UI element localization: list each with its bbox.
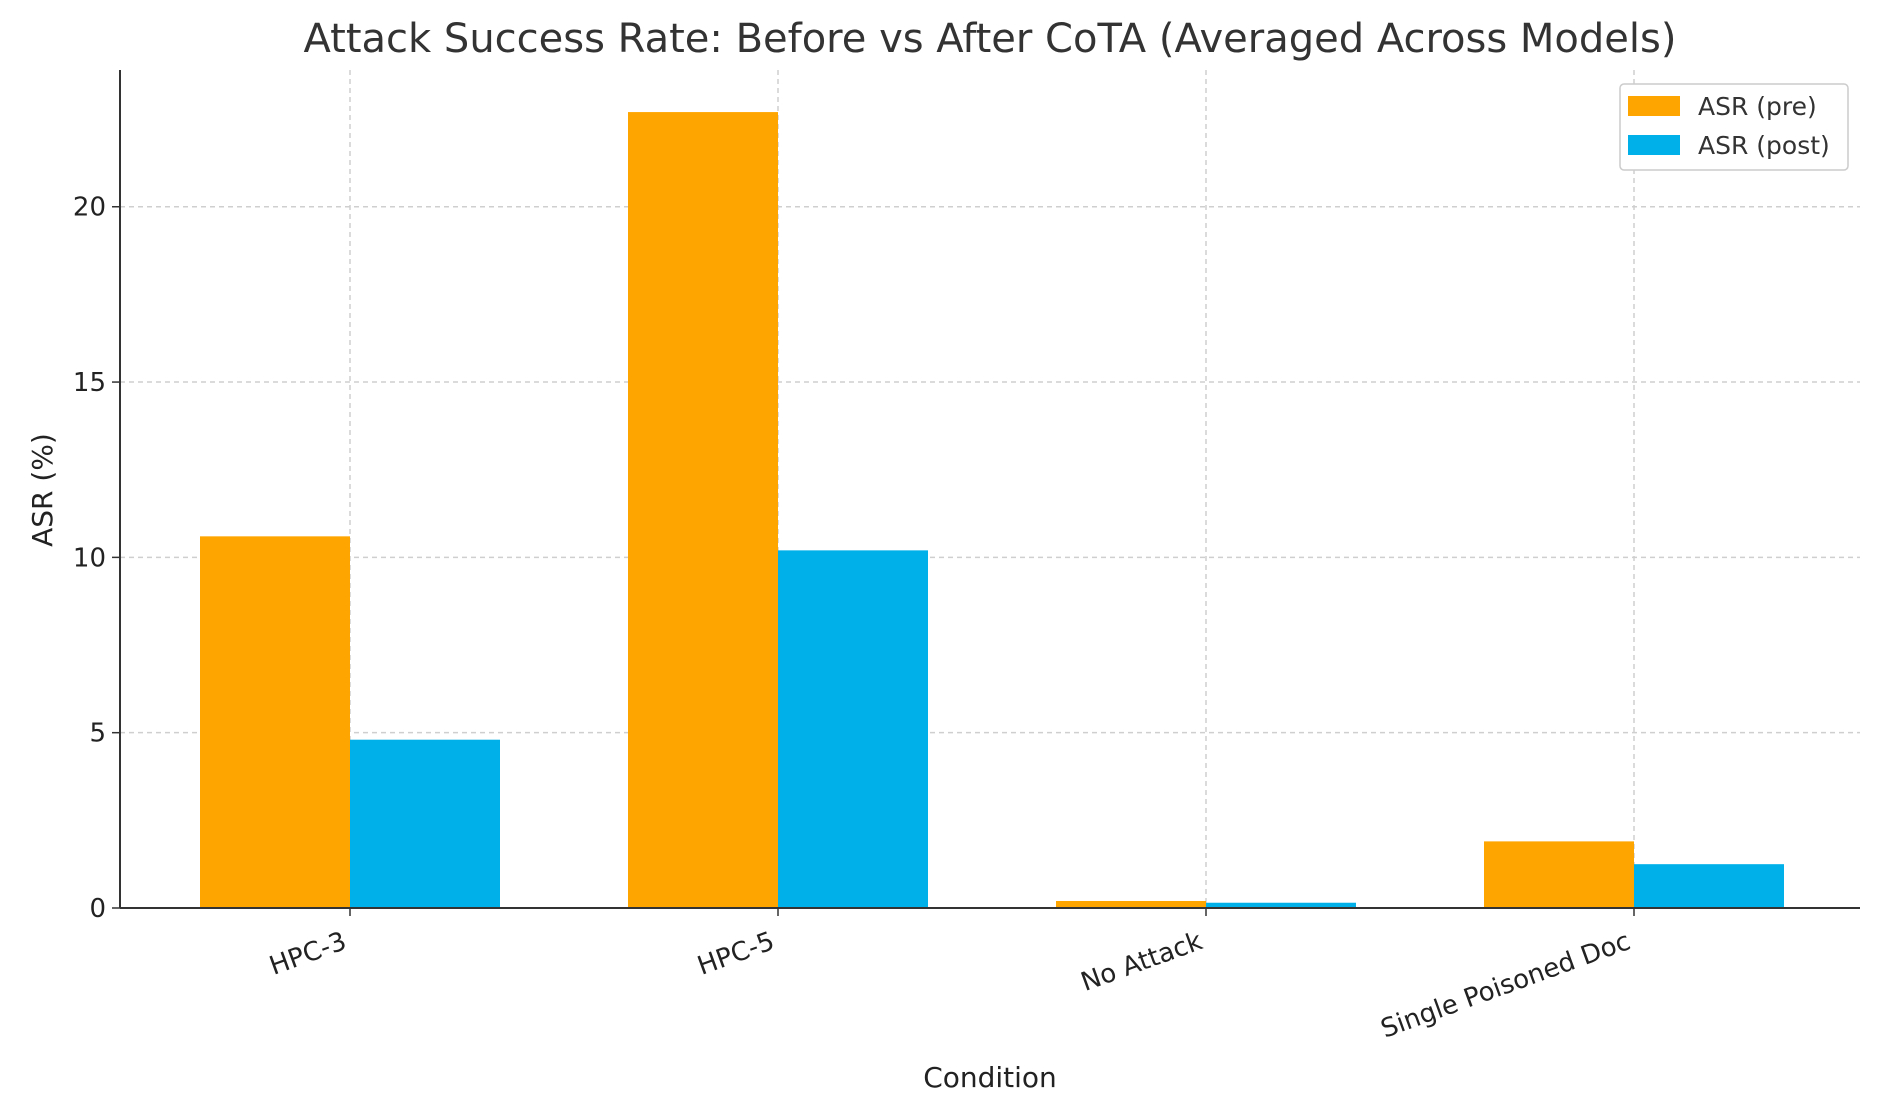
x-tick-label: HPC-5 bbox=[694, 926, 779, 981]
y-tick-label: 15 bbox=[73, 368, 106, 398]
bar-pre bbox=[628, 112, 778, 908]
legend-label-post: ASR (post) bbox=[1698, 131, 1830, 160]
legend-swatch-post bbox=[1628, 135, 1680, 155]
grid-lines bbox=[120, 70, 1860, 908]
bar-pre bbox=[1056, 900, 1206, 908]
y-tick-label: 5 bbox=[89, 719, 106, 749]
y-tick-label: 10 bbox=[73, 543, 106, 573]
chart-title: Attack Success Rate: Before vs After CoT… bbox=[304, 16, 1677, 62]
y-tick-label: 20 bbox=[73, 193, 106, 223]
bar-pre bbox=[1484, 841, 1634, 908]
bar-pre bbox=[200, 536, 350, 908]
x-tick-label: HPC-3 bbox=[266, 926, 351, 981]
x-axis-label: Condition bbox=[923, 1061, 1057, 1094]
y-axis-label: ASR (%) bbox=[26, 433, 59, 547]
x-tick-label: Single Poisoned Doc bbox=[1377, 926, 1634, 1044]
x-tick-label: No Attack bbox=[1077, 926, 1206, 997]
legend-swatch-pre bbox=[1628, 96, 1680, 116]
bar-post bbox=[350, 739, 500, 908]
legend: ASR (pre) ASR (post) bbox=[1619, 83, 1849, 171]
bars bbox=[200, 112, 1784, 908]
bar-post bbox=[778, 550, 928, 908]
bar-post bbox=[1206, 902, 1356, 908]
axes bbox=[112, 70, 1860, 916]
legend-label-pre: ASR (pre) bbox=[1698, 92, 1817, 121]
y-tick-label: 0 bbox=[89, 894, 106, 924]
bar-post bbox=[1634, 864, 1784, 908]
